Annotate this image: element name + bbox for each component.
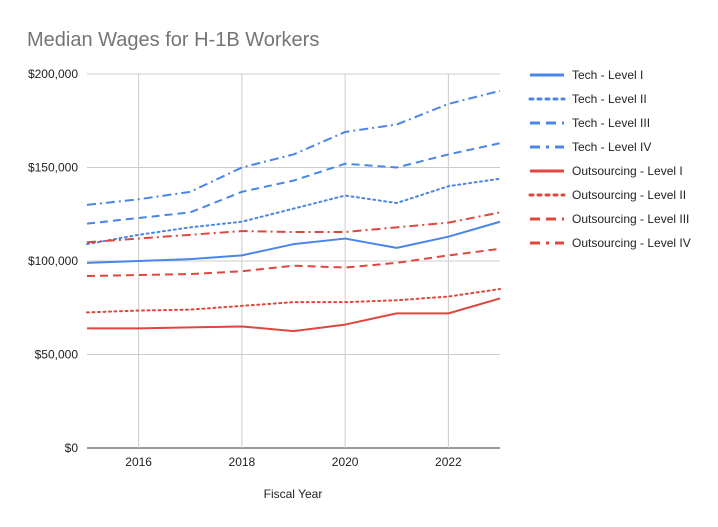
y-tick-label: $50,000 bbox=[35, 348, 79, 362]
legend: Tech - Level I Tech - Level II Tech - Leve… bbox=[528, 68, 691, 250]
x-axis-tick-labels: 2016 2018 2020 2022 bbox=[125, 455, 462, 469]
series-line bbox=[86, 142, 501, 225]
legend-label: Tech - Level II bbox=[572, 92, 647, 106]
y-axis-tick-labels: $0 $50,000 $100,000 $150,000 $200,000 bbox=[28, 67, 78, 455]
series-lines bbox=[86, 89, 501, 333]
y-tick-label: $100,000 bbox=[28, 254, 78, 268]
chart-title: Median Wages for H-1B Workers bbox=[27, 29, 319, 51]
series-line bbox=[86, 211, 501, 244]
x-tick-label: 2022 bbox=[435, 455, 462, 469]
legend-label: Tech - Level I bbox=[572, 68, 643, 82]
x-tick-label: 2018 bbox=[229, 455, 256, 469]
legend-label: Outsourcing - Level I bbox=[572, 164, 683, 178]
y-tick-label: $0 bbox=[65, 441, 79, 455]
x-tick-label: 2020 bbox=[332, 455, 359, 469]
legend-label: Tech - Level IV bbox=[572, 140, 651, 154]
x-axis-title: Fiscal Year bbox=[264, 487, 323, 501]
legend-label: Outsourcing - Level II bbox=[572, 188, 686, 202]
legend-label: Outsourcing - Level IV bbox=[572, 236, 691, 250]
legend-label: Outsourcing - Level III bbox=[572, 212, 689, 226]
series-line bbox=[86, 288, 501, 314]
series-line bbox=[86, 220, 501, 264]
y-tick-label: $150,000 bbox=[28, 161, 78, 175]
x-tick-label: 2016 bbox=[125, 455, 152, 469]
y-tick-label: $200,000 bbox=[28, 67, 78, 81]
series-line bbox=[87, 297, 501, 333]
series-line bbox=[86, 177, 501, 246]
legend-label: Tech - Level III bbox=[572, 116, 650, 130]
series-line bbox=[86, 89, 501, 206]
series-line bbox=[86, 247, 501, 277]
